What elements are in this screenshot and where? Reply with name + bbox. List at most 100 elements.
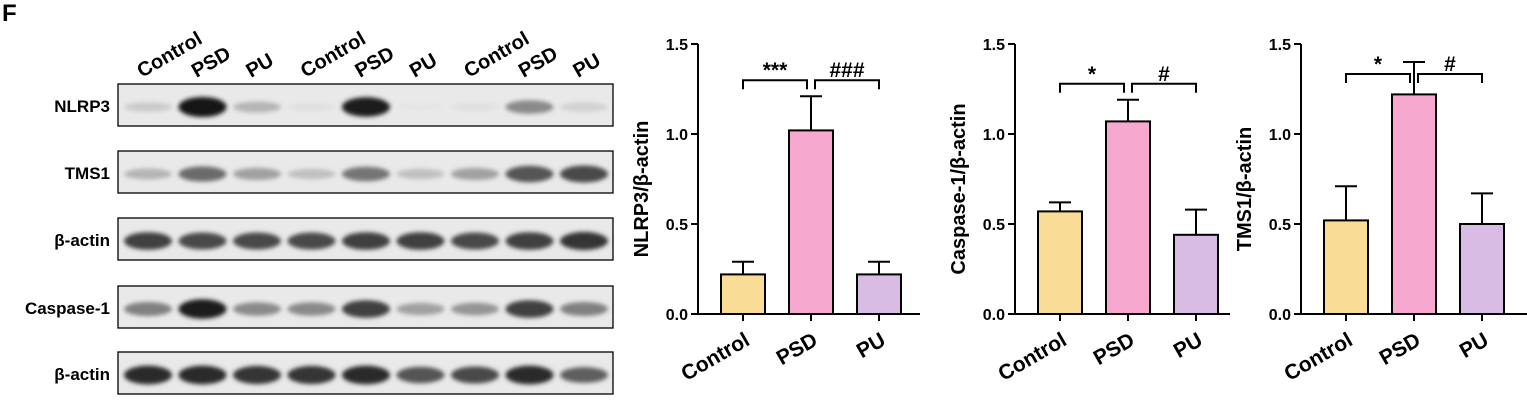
blot-band: [287, 365, 336, 385]
significance-label: #: [1444, 53, 1456, 76]
y-axis-label: NLRP3/β-actin: [631, 121, 653, 258]
significance-bracket: [1417, 73, 1483, 83]
blot-row-label: NLRP3: [54, 97, 110, 116]
x-tick-label: PSD: [1090, 328, 1139, 370]
blot-band: [396, 302, 445, 316]
significance-bracket: [742, 79, 808, 90]
blot-band: [342, 365, 390, 385]
blot-band: [233, 167, 281, 181]
blot-band: [396, 366, 445, 384]
blot-band: [342, 97, 390, 117]
x-tick-label: PU: [1170, 328, 1207, 363]
x-tick-label: PU: [853, 328, 890, 363]
bar-pu: [1459, 223, 1505, 315]
blot-band: [451, 102, 499, 112]
chart-caspase1: 0.0 0.5 1.0 1.5 Caspase-1/β-actin Control PSD P…: [948, 37, 1230, 386]
significance-label: *: [1088, 63, 1097, 86]
significance-label: #: [1158, 63, 1170, 86]
blot-band: [178, 232, 227, 250]
significance-label: ***: [763, 59, 788, 82]
blot-band: [560, 367, 608, 383]
significance-bracket: [1345, 73, 1411, 83]
significance-bracket: [1059, 82, 1125, 93]
bar-psd: [1391, 93, 1437, 316]
bar-pu: [1173, 233, 1219, 315]
lane-label: PU: [406, 49, 441, 82]
chart-nlrp3: 0.0 0.5 1.0 1.5 NLRP3/β-actin Control PSD PU ***…: [631, 37, 920, 386]
significance-bracket: [814, 79, 880, 90]
blot-band: [178, 97, 227, 117]
y-axis-label: TMS1/β-actin: [1234, 127, 1256, 251]
bar-control: [1323, 219, 1369, 315]
blot-band: [560, 302, 608, 316]
blot-band: [560, 102, 608, 112]
y-axis-label: Caspase-1/β-actin: [948, 103, 970, 274]
significance-bracket: [1131, 82, 1197, 93]
blot-band: [396, 102, 445, 112]
y-tick-label: 0.0: [666, 307, 688, 324]
blot-band: [451, 167, 499, 181]
blot-band: [124, 302, 172, 316]
blot-band: [233, 365, 281, 385]
blot-band: [505, 232, 554, 250]
blot-band: [287, 302, 336, 316]
blot-row-label: β-actin: [54, 231, 110, 250]
blot-band: [178, 299, 227, 319]
blot-band: [124, 365, 172, 385]
bar-pu: [856, 273, 902, 315]
y-tick-label: 1.0: [1269, 127, 1291, 144]
y-tick-label: 1.5: [1269, 37, 1291, 54]
blot-band: [124, 102, 172, 112]
blot-band: [342, 232, 390, 250]
blot-band: [505, 365, 554, 385]
blot-band: [342, 166, 390, 182]
blot-band: [505, 165, 554, 183]
bar-psd: [1105, 120, 1151, 316]
y-tick-label: 1.5: [983, 37, 1005, 54]
blot-band: [342, 300, 390, 318]
blot-row-label: Caspase-1: [25, 299, 110, 318]
y-tick-label: 0.5: [983, 217, 1005, 234]
blot-band: [560, 165, 608, 183]
blot-band: [287, 102, 336, 112]
bar-control: [720, 273, 766, 315]
blot-band: [560, 231, 608, 251]
blot-band: [287, 168, 336, 180]
y-tick-label: 0.0: [983, 307, 1005, 324]
blot-band: [505, 100, 554, 114]
y-tick-label: 0.5: [666, 217, 688, 234]
x-tick-label: Control: [994, 328, 1070, 385]
lane-label: PU: [243, 49, 278, 82]
x-tick-label: PSD: [773, 328, 822, 370]
bar-control: [1037, 210, 1083, 315]
x-tick-label: Control: [1280, 328, 1356, 385]
blot-band: [396, 232, 445, 250]
y-tick-label: 1.0: [666, 127, 688, 144]
panel-letter: F: [2, 0, 17, 27]
chart-tms1: 0.0 0.5 1.0 1.5 TMS1/β-actin Control PSD PU * #: [1234, 37, 1527, 386]
bar-psd: [788, 129, 834, 315]
blot-band: [451, 232, 499, 250]
blot-band: [233, 232, 281, 250]
y-tick-label: 0.5: [1269, 217, 1291, 234]
blot-band: [396, 168, 445, 180]
blot-band: [451, 302, 499, 316]
blot-band: [178, 166, 227, 182]
y-tick-label: 1.0: [983, 127, 1005, 144]
blot-band: [233, 302, 281, 316]
significance-label: *: [1374, 53, 1383, 76]
blot-band: [124, 232, 172, 250]
significance-label: ###: [829, 59, 864, 82]
y-tick-label: 1.5: [666, 37, 688, 54]
y-tick-label: 0.0: [1269, 307, 1291, 324]
blot-band: [178, 365, 227, 385]
blot-row-label: TMS1: [65, 164, 110, 183]
blot-band: [233, 101, 281, 113]
blot-band: [287, 232, 336, 250]
blot-row-label: β-actin: [54, 365, 110, 384]
blot-band: [124, 168, 172, 180]
lane-label: PU: [570, 49, 605, 82]
x-tick-label: PSD: [1376, 328, 1425, 370]
x-tick-label: Control: [677, 328, 753, 385]
